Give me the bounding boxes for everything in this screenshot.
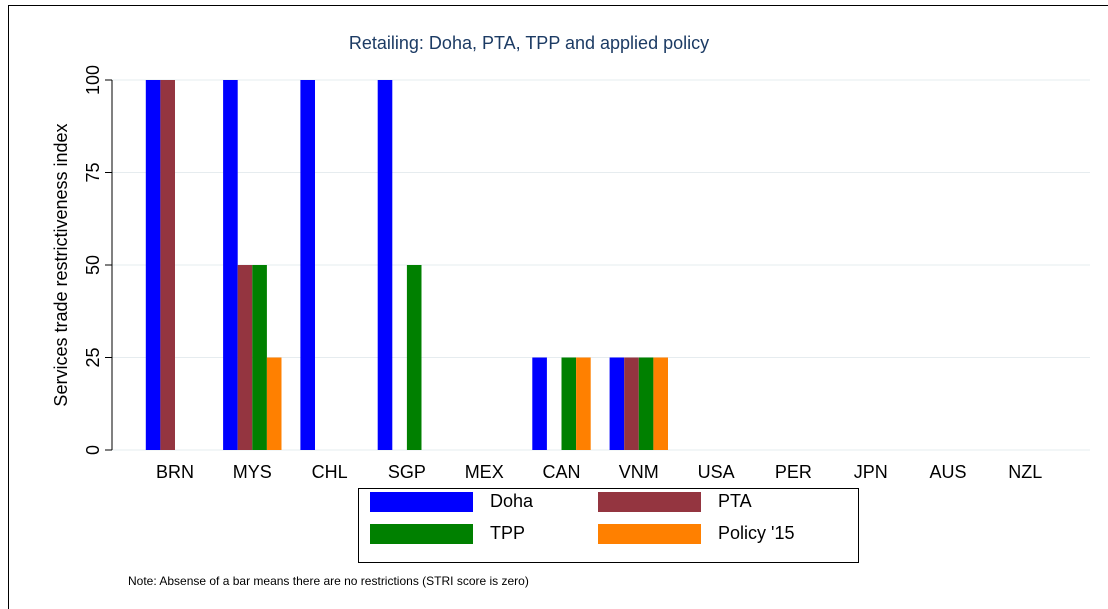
bar [532,357,547,450]
bar [237,265,253,450]
y-tick-label: 100 [83,65,103,95]
x-tick-label: USA [698,462,735,482]
x-tick-label: MYS [233,462,272,482]
y-tick-label: 0 [83,445,103,455]
y-tick-label: 50 [83,255,103,275]
bar [561,357,577,450]
bar [576,357,591,450]
x-tick-label: SGP [388,462,426,482]
y-tick-label: 25 [83,347,103,367]
bar [638,357,654,450]
x-tick-label: BRN [156,462,194,482]
bar [300,80,315,450]
legend-swatch [370,524,473,544]
x-tick-label: PER [775,462,812,482]
y-axis-label: Services trade restrictiveness index [51,123,71,406]
bar [252,265,267,450]
note: Note: Absense of a bar means there are n… [128,574,529,588]
bar [223,80,238,450]
x-tick-label: MEX [465,462,504,482]
legend-swatch [598,492,701,512]
x-tick-label: NZL [1008,462,1042,482]
legend-label: PTA [718,491,752,511]
legend-swatch [370,492,473,512]
x-tick-label: JPN [854,462,888,482]
legend-label: Policy '15 [718,523,794,543]
bar [160,80,175,450]
bar [377,80,393,450]
chart-title: Retailing: Doha, PTA, TPP and applied po… [349,33,709,53]
bar [145,80,161,450]
bar [609,357,625,450]
x-tick-label: CAN [542,462,580,482]
bar [266,357,282,450]
frame [8,5,1108,609]
bar [624,357,639,450]
bar [653,357,668,450]
x-tick-label: CHL [312,462,348,482]
x-tick-label: AUS [929,462,966,482]
bar [406,265,422,450]
x-tick-label: VNM [619,462,659,482]
legend-label: TPP [490,523,525,543]
legend-swatch [598,524,701,544]
y-tick-label: 75 [83,162,103,182]
legend-label: Doha [490,491,534,511]
